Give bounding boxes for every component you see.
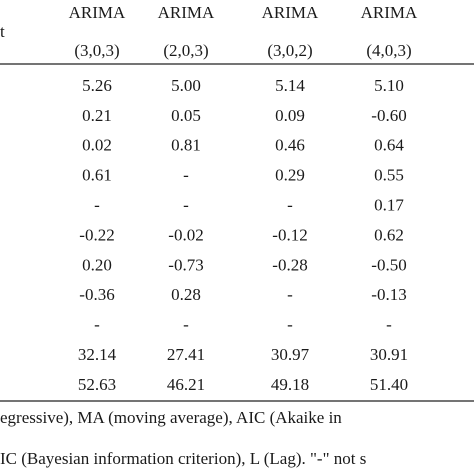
table-cell: -0.28 bbox=[272, 255, 307, 274]
footnote-line: egressive), MA (moving average), AIC (Ak… bbox=[0, 408, 342, 427]
table-cell: 5.10 bbox=[374, 76, 404, 95]
column-order: (4,0,3) bbox=[366, 41, 411, 60]
table-cell: 5.00 bbox=[171, 76, 201, 95]
table-cell: - bbox=[183, 196, 189, 215]
column-order: (2,0,3) bbox=[163, 41, 208, 60]
table-cell: -0.02 bbox=[168, 225, 203, 244]
table-cell: - bbox=[94, 196, 100, 215]
table-cell: 0.28 bbox=[171, 285, 201, 304]
table-cell: -0.12 bbox=[272, 225, 307, 244]
table-cell: 49.18 bbox=[271, 375, 309, 394]
table-cell: - bbox=[287, 196, 293, 215]
column-model: ARIMA bbox=[262, 3, 319, 22]
table-cell: -0.73 bbox=[168, 255, 203, 274]
column-model: ARIMA bbox=[69, 3, 126, 22]
table-cell: 32.14 bbox=[78, 345, 117, 364]
table-cell: 0.81 bbox=[171, 136, 201, 155]
table-cell: 30.91 bbox=[370, 345, 408, 364]
table-cell: 5.14 bbox=[275, 76, 305, 95]
table-cell: -0.50 bbox=[371, 255, 406, 274]
table-cell: 0.09 bbox=[275, 106, 305, 125]
table-cell: - bbox=[94, 315, 100, 334]
footnote-line: IC (Bayesian information criterion), L (… bbox=[0, 449, 366, 468]
table-cell: 0.46 bbox=[275, 136, 305, 155]
table-cell: -0.60 bbox=[371, 106, 406, 125]
table-cell: -0.13 bbox=[371, 285, 406, 304]
table-cell: -0.22 bbox=[79, 225, 114, 244]
table-cell: 5.26 bbox=[82, 76, 112, 95]
table-cell: 27.41 bbox=[167, 345, 205, 364]
table-cell: - bbox=[287, 285, 293, 304]
table-cell: 0.05 bbox=[171, 106, 201, 125]
table-cell: 0.62 bbox=[374, 225, 404, 244]
table-cell: - bbox=[183, 315, 189, 334]
table-cell: 0.64 bbox=[374, 136, 404, 155]
table-cell: 46.21 bbox=[167, 375, 205, 394]
table-cell: 0.55 bbox=[374, 166, 404, 185]
stub-header: t bbox=[0, 22, 5, 41]
table-cell: 0.02 bbox=[82, 136, 112, 155]
column-order: (3,0,3) bbox=[74, 41, 119, 60]
column-model: ARIMA bbox=[361, 3, 418, 22]
table-cell: -0.36 bbox=[79, 285, 114, 304]
table-cell: 0.29 bbox=[275, 166, 305, 185]
table-cell: - bbox=[287, 315, 293, 334]
table-cell: - bbox=[183, 166, 189, 185]
table-cell: 0.20 bbox=[82, 255, 112, 274]
table-cell: 0.21 bbox=[82, 106, 112, 125]
table-cell: 0.61 bbox=[82, 166, 112, 185]
table-cell: 52.63 bbox=[78, 375, 116, 394]
column-model: ARIMA bbox=[158, 3, 215, 22]
table-cell: 30.97 bbox=[271, 345, 310, 364]
column-order: (3,0,2) bbox=[267, 41, 312, 60]
table-cell: 51.40 bbox=[370, 375, 408, 394]
table-cell: 0.17 bbox=[374, 196, 404, 215]
table-cell: - bbox=[386, 315, 392, 334]
